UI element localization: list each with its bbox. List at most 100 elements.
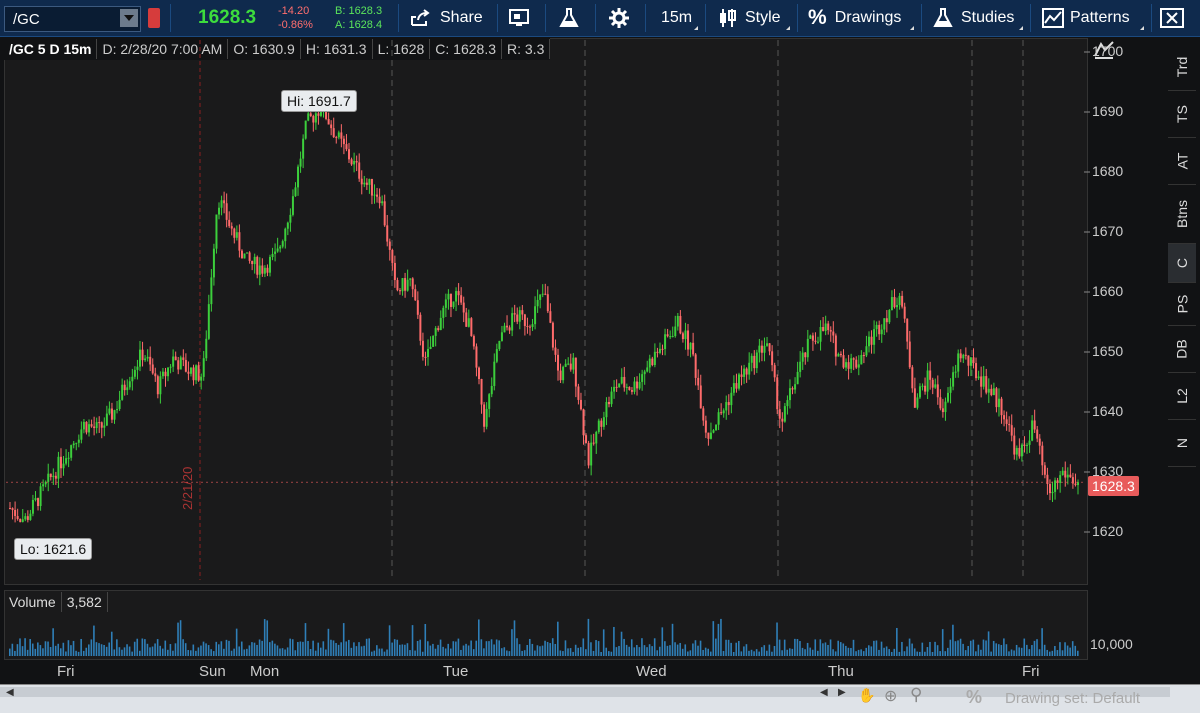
price-chart-panel[interactable] (4, 38, 1088, 585)
bar-range: R: 3.3 (502, 39, 551, 59)
timeframe-button[interactable]: 15m (661, 0, 692, 36)
day-label: Tue (443, 663, 469, 680)
monitor-icon (509, 9, 529, 26)
chevron-down-icon (694, 26, 698, 30)
y-tick-label: 1660 (1092, 283, 1124, 299)
drawing-set-label[interactable]: Drawing set: Default (1005, 690, 1141, 707)
settings-button[interactable] (608, 0, 630, 36)
separator (797, 4, 798, 32)
scale-icon[interactable] (1093, 40, 1115, 60)
patterns-label: Patterns (1070, 9, 1130, 26)
percent-icon[interactable]: % (966, 687, 983, 707)
scroll-left-icon[interactable]: ◀ (820, 687, 828, 698)
tab-n[interactable]: N (1168, 420, 1196, 467)
patterns-button[interactable]: Patterns (1042, 0, 1130, 36)
tab-l2[interactable]: L2 (1168, 373, 1196, 420)
separator (170, 4, 171, 32)
tab-label: Trd (1173, 56, 1190, 78)
date-marker-label: 2/21/20 (180, 466, 195, 510)
y-tick-label: 1640 (1092, 403, 1124, 419)
close-button[interactable] (1160, 0, 1184, 36)
bar-high: H: 1631.3 (301, 39, 373, 59)
percent-change: -0.86% (278, 19, 313, 31)
tab-label: L2 (1173, 388, 1190, 404)
style-label: Style (745, 9, 781, 26)
bottom-toolbar: ◀ ◀ ▶ ✋ ⊕ ⚲ % Drawing set: Default (0, 684, 1200, 713)
tab-label: TS (1173, 105, 1190, 123)
studies-button[interactable]: Studies (932, 0, 1014, 36)
bar-date: D: 2/28/20 7:00 AM (97, 39, 229, 59)
separator (545, 4, 546, 32)
zoom-icon[interactable]: ⚲ (910, 685, 923, 704)
scroll-right-icon[interactable]: ▶ (838, 687, 846, 698)
y-tick-label: 1690 (1092, 103, 1124, 119)
patterns-icon (1042, 8, 1064, 28)
net-change: -14.20 (278, 5, 310, 17)
share-button[interactable]: Share (410, 0, 483, 36)
style-button[interactable]: Style (718, 0, 781, 36)
toolbar: /GC 1628.3 -14.20 -0.86% B: 1628.3 A: 16… (0, 0, 1200, 37)
tab-label: C (1174, 257, 1190, 269)
low-callout: Lo: 1621.6 (14, 538, 93, 560)
bar-close: C: 1628.3 (430, 39, 502, 59)
chevron-down-icon (1140, 26, 1144, 30)
separator (645, 4, 646, 32)
horizontal-scrollbar[interactable] (0, 687, 1170, 697)
tab-c[interactable]: C (1168, 244, 1196, 283)
symbol-selector[interactable]: /GC (4, 6, 141, 32)
y-tick-label: 1670 (1092, 223, 1124, 239)
day-label: Thu (828, 663, 854, 680)
candlestick-icon (720, 9, 736, 27)
tab-label: AT (1173, 152, 1190, 170)
tab-db[interactable]: DB (1168, 326, 1196, 373)
volume-panel[interactable] (4, 590, 1088, 660)
pan-icon[interactable]: ✋ (858, 687, 876, 703)
last-price-marker: 1628.3 (1088, 476, 1139, 496)
separator (705, 4, 706, 32)
chevron-down-icon (786, 26, 790, 30)
day-label: Fri (1022, 663, 1040, 680)
separator (497, 4, 498, 32)
bar-low: L: 1628 (373, 39, 431, 59)
separator (398, 4, 399, 32)
share-icon (411, 9, 430, 26)
y-tick-label: 1680 (1092, 163, 1124, 179)
chevron-down-icon[interactable] (120, 9, 138, 27)
scroll-left-icon[interactable]: ◀ (6, 687, 14, 698)
close-icon (1160, 8, 1184, 28)
chart-title: /GC 5 D 15m (4, 39, 98, 59)
day-label: Wed (636, 663, 667, 680)
high-callout: Hi: 1691.7 (281, 90, 357, 112)
volume-label: Volume (4, 592, 62, 612)
volume-header: Volume 3,582 (4, 590, 108, 614)
tab-at[interactable]: AT (1168, 138, 1196, 185)
y-tick-label: 1620 (1092, 523, 1124, 539)
studies-label: Studies (961, 9, 1015, 26)
day-label: Fri (57, 663, 75, 680)
bid-price: B: 1628.3 (335, 5, 383, 17)
tab-btns[interactable]: Btns (1168, 185, 1196, 244)
flask-button[interactable] (558, 0, 580, 36)
tab-label: N (1174, 437, 1190, 449)
tab-ps[interactable]: PS (1168, 283, 1196, 326)
ask-price: A: 1628.4 (335, 19, 383, 31)
separator (595, 4, 596, 32)
y-tick-label: 1700 (1092, 43, 1124, 59)
tab-ts[interactable]: TS (1168, 91, 1196, 138)
chevron-down-icon (1019, 26, 1023, 30)
drawings-button[interactable]: % Drawings (808, 0, 901, 36)
right-side-tabs: Trd TS AT Btns C PS DB L2 N (1168, 44, 1196, 467)
separator (921, 4, 922, 32)
tab-label: PS (1174, 294, 1190, 314)
y-tick-label: 1630 (1092, 463, 1124, 479)
volume-axis-label: 10,000 (1090, 636, 1133, 652)
monitor-button[interactable] (508, 0, 532, 36)
separator (1151, 4, 1152, 32)
flag-icon[interactable] (148, 8, 160, 28)
tab-trd[interactable]: Trd (1168, 44, 1196, 91)
crosshair-icon[interactable]: ⊕ (884, 688, 898, 705)
bar-open: O: 1630.9 (228, 39, 301, 59)
flask-icon (559, 8, 579, 27)
tab-label: Btns (1174, 199, 1191, 229)
symbol-text: /GC (13, 10, 40, 28)
